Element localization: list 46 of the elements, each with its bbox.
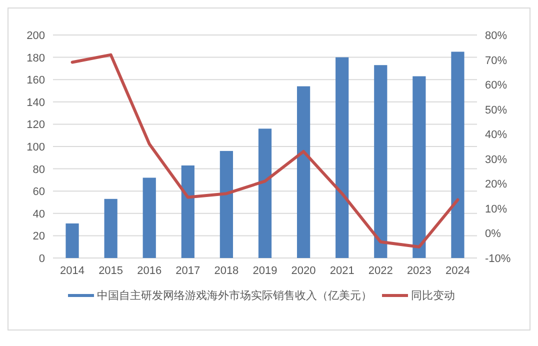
y-tick-label: 20: [32, 230, 45, 243]
y-tick-label: 200: [26, 30, 45, 42]
x-tick-label: 2023: [406, 265, 432, 277]
y-tick-label: 120: [26, 119, 45, 132]
y-tick-label: 80: [32, 164, 45, 176]
x-tick-label: 2018: [214, 265, 239, 277]
y2-tick-label: 30%: [485, 154, 508, 166]
y-tick-label: 160: [26, 74, 45, 87]
bar: [142, 178, 156, 258]
x-tick-label: 2014: [60, 265, 85, 277]
y2-tick-label: 10%: [485, 203, 508, 216]
x-tick-label: 2017: [176, 265, 200, 277]
x-tick-label: 2022: [368, 265, 393, 277]
bar: [258, 128, 272, 258]
bar: [104, 198, 118, 258]
y2-tick-label: 0%: [485, 228, 502, 240]
bar: [220, 150, 234, 258]
y-tick-label: 180: [26, 52, 45, 64]
bar: [296, 86, 310, 258]
y-tick-label: 140: [26, 96, 45, 109]
y-tick-label: 60: [32, 186, 45, 198]
x-tick-label: 2020: [291, 265, 316, 277]
bar: [336, 57, 349, 258]
line-series: [70, 53, 460, 248]
y-tick-label: 40: [32, 208, 45, 220]
bar: [451, 52, 464, 258]
x-tick-label: 2016: [137, 265, 162, 277]
bar: [412, 76, 426, 258]
y2-tick-label: 60%: [485, 80, 508, 92]
y-tick-label: 0: [38, 253, 45, 265]
legend-label: 同比变动: [411, 289, 455, 302]
y2-tick-label: 50%: [485, 104, 508, 116]
y2-tick-label: -10%: [485, 253, 511, 265]
y2-tick-label: 20%: [485, 178, 508, 191]
y-tick-label: 100: [26, 142, 45, 154]
y2-tick-label: 40%: [485, 129, 508, 142]
y2-tick-label: 80%: [485, 30, 508, 42]
x-tick-label: 2019: [252, 265, 278, 277]
legend-label: 中国自主研发网络游戏海外市场实际销售收入（亿美元）: [97, 289, 372, 302]
x-tick-label: 2021: [330, 265, 354, 277]
x-tick-label: 2024: [445, 265, 470, 277]
bar: [181, 165, 194, 258]
bar: [374, 65, 388, 258]
x-tick-label: 2015: [98, 265, 124, 277]
bar: [66, 223, 79, 258]
y2-tick-label: 70%: [485, 54, 508, 67]
